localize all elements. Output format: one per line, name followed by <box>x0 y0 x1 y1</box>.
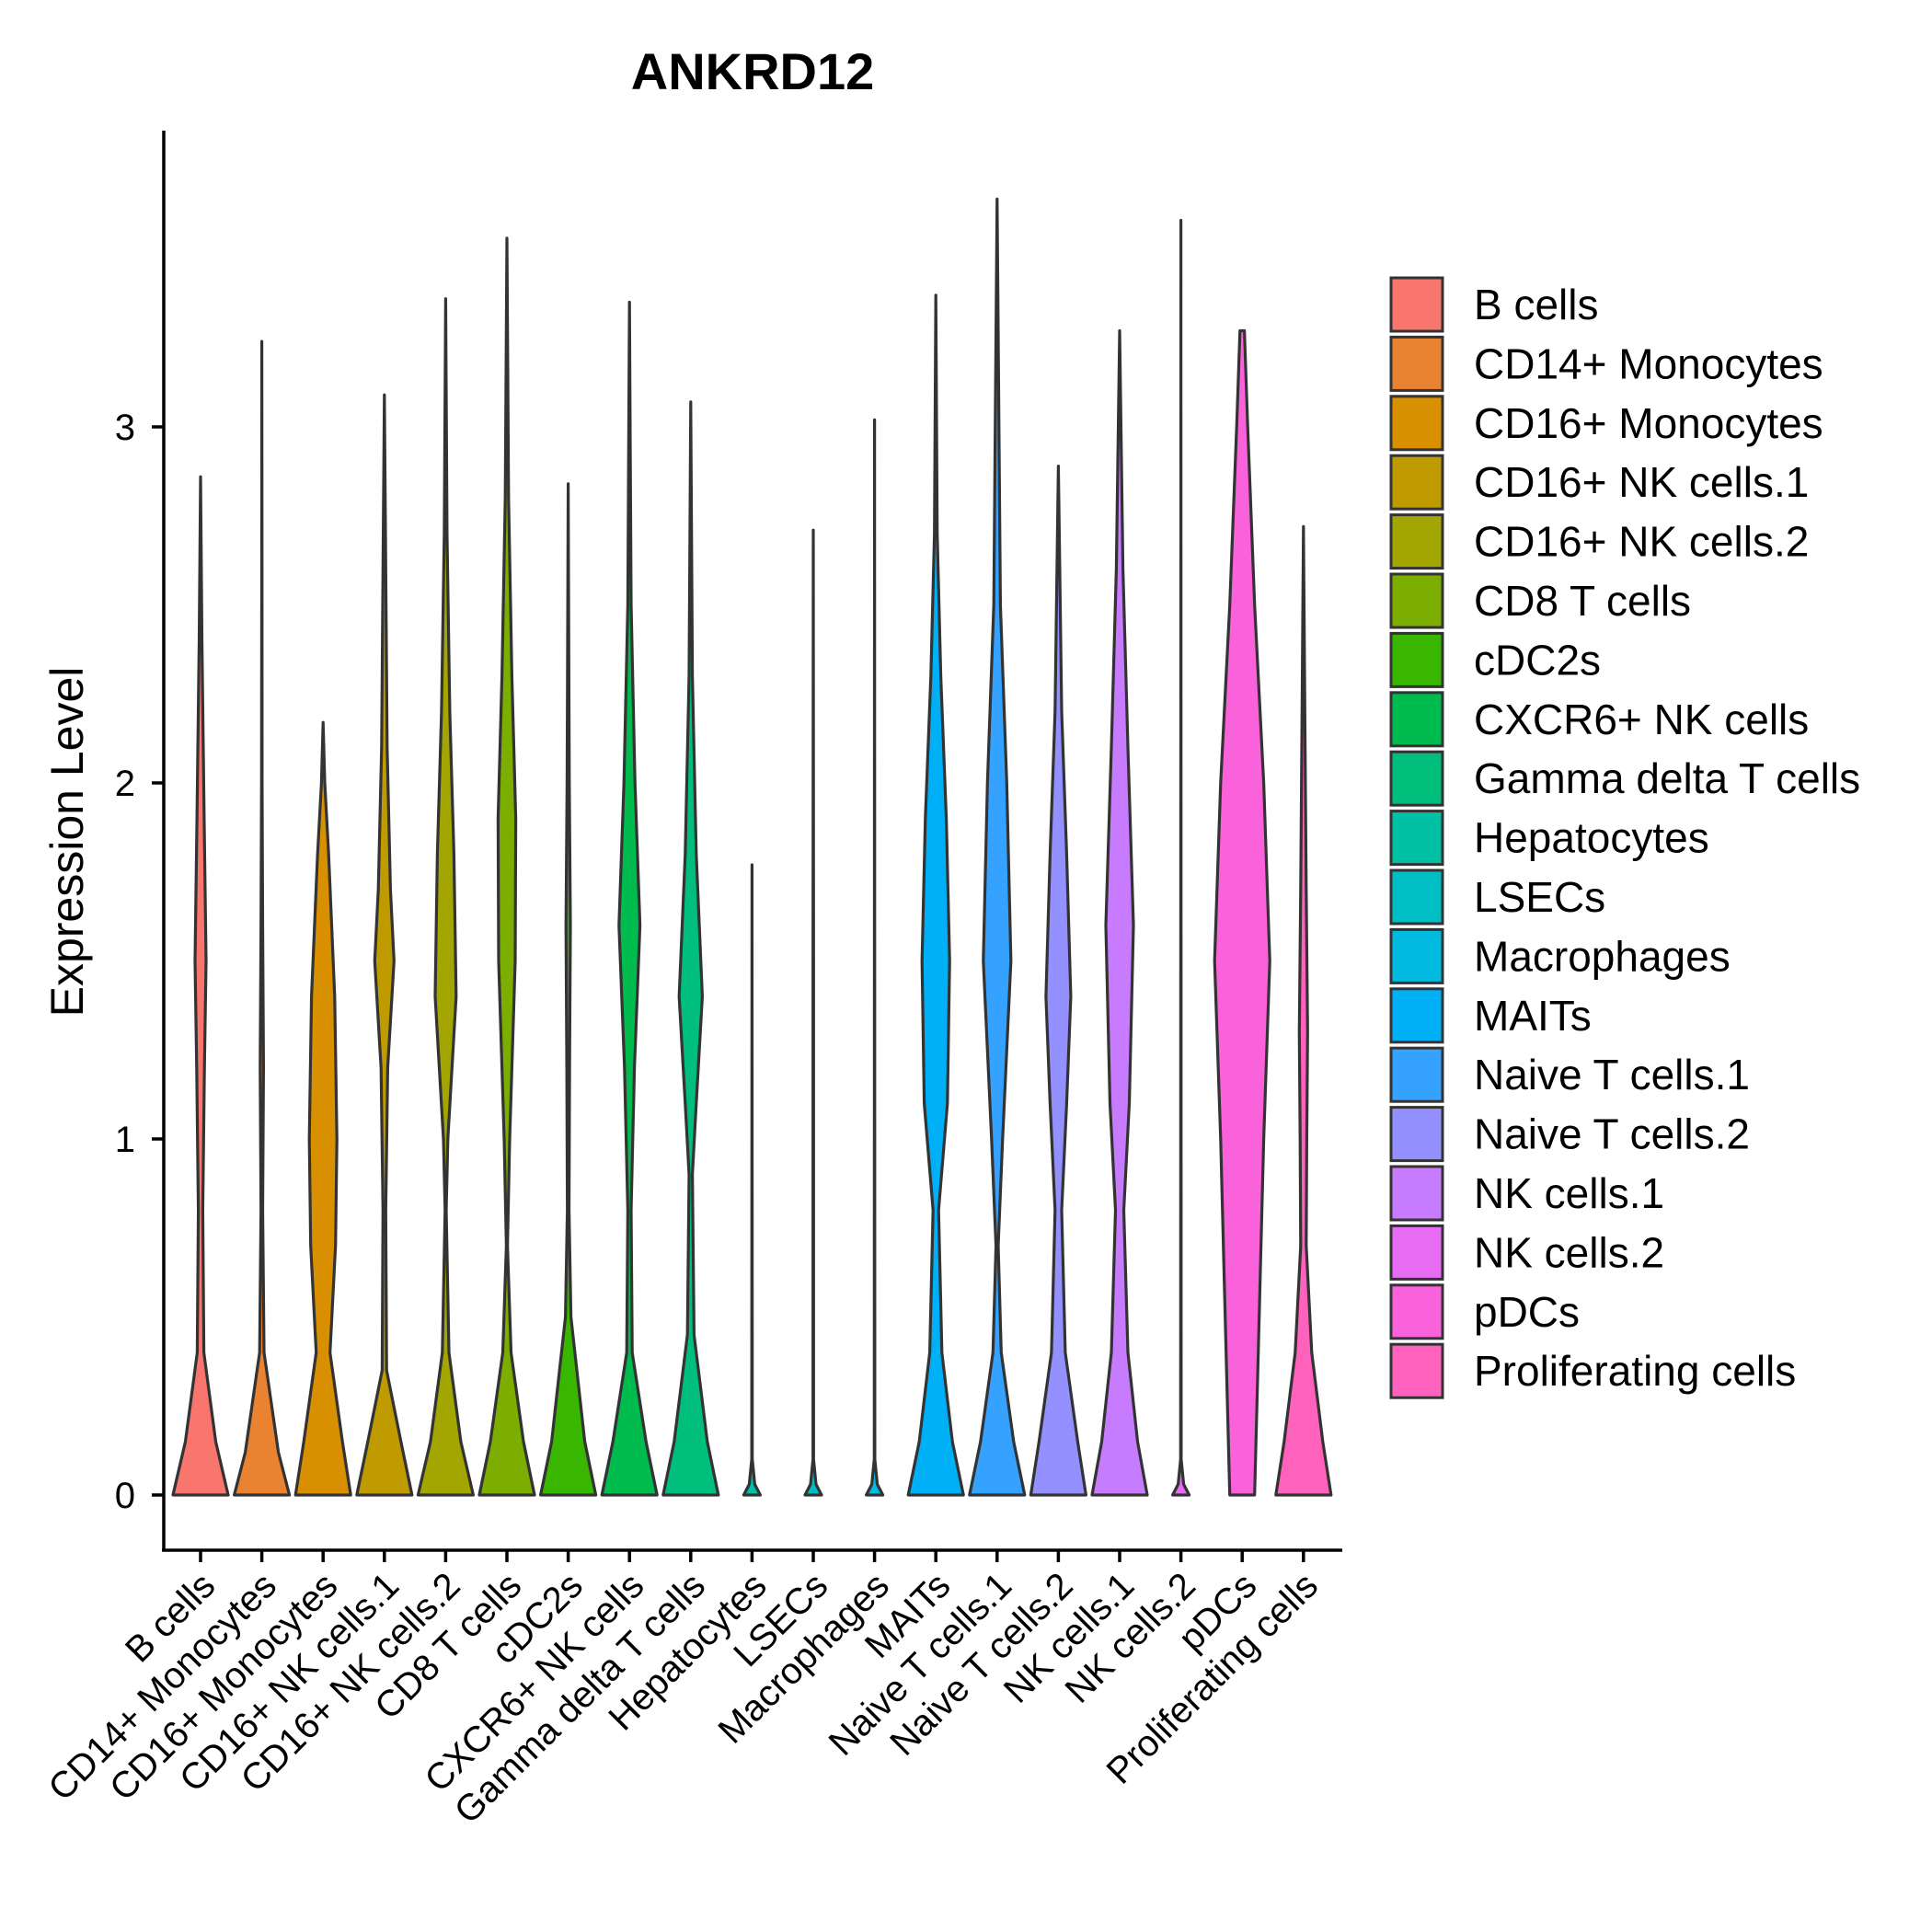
legend-key-nk-cells-1 <box>1389 1165 1444 1222</box>
violin-pdcs <box>1213 328 1271 1497</box>
legend-key-maits <box>1389 987 1444 1044</box>
legend-label: Proliferating cells <box>1474 1347 1796 1395</box>
violin-cd16plus-nk-cells-1 <box>355 393 414 1497</box>
legend-key-macrophages <box>1389 927 1444 984</box>
y-axis-title: Expression Level <box>41 667 93 1018</box>
legend-label: MAITs <box>1474 992 1592 1040</box>
y-tick-label: 3 <box>115 408 135 448</box>
legend-label: Naive T cells.1 <box>1474 1051 1750 1098</box>
legend-key-cxcr6plus-nk-cells <box>1389 691 1444 748</box>
violin-cd14plus-monocytes <box>233 339 292 1497</box>
legend-label: CD16+ Monocytes <box>1474 399 1823 447</box>
legend-label: CD16+ NK cells.2 <box>1474 518 1809 566</box>
legend-label: CXCR6+ NK cells <box>1474 696 1809 743</box>
violin-cd8-t-cells <box>477 236 536 1497</box>
legend-key-naive-t-cells-1 <box>1389 1046 1444 1103</box>
legend-label: Naive T cells.2 <box>1474 1110 1750 1158</box>
legend-key-proliferating-cells <box>1389 1342 1444 1399</box>
violin-naive-t-cells-2 <box>1029 465 1087 1497</box>
legend-key-cd14plus-monocytes <box>1389 335 1444 392</box>
violin-cd16plus-nk-cells-2 <box>416 297 475 1497</box>
violin-layer <box>171 197 1333 1497</box>
legend-label: Macrophages <box>1474 932 1731 980</box>
violin-cdc2s <box>539 482 598 1497</box>
legend-label: CD16+ NK cells.1 <box>1474 458 1809 506</box>
legend-key-cd8-t-cells <box>1389 572 1444 629</box>
legend-key-lsecs <box>1389 868 1444 926</box>
legend-key-cd16plus-nk-cells-1 <box>1389 454 1444 511</box>
legend: B cells CD14+ Monocytes CD16+ Monocytes CD1… <box>1389 276 1860 1399</box>
legend-key-hepatocytes <box>1389 810 1444 867</box>
violin-naive-t-cells-1 <box>968 197 1027 1497</box>
legend-key-b-cells <box>1389 276 1444 333</box>
violin-cxcr6plus-nk-cells <box>600 300 659 1497</box>
legend-label: NK cells.2 <box>1474 1228 1664 1276</box>
chart-title: ANKRD12 <box>631 42 875 100</box>
legend-key-nk-cells-2 <box>1389 1224 1444 1281</box>
y-axis-ticks: 0 1 2 3 <box>115 408 164 1516</box>
violin-macrophages <box>865 418 885 1497</box>
legend-label: NK cells.1 <box>1474 1169 1664 1217</box>
legend-label: cDC2s <box>1474 636 1601 684</box>
legend-label: Hepatocytes <box>1474 814 1709 862</box>
violin-nk-cells-1 <box>1090 328 1149 1497</box>
legend-key-gamma-delta-t-cells <box>1389 750 1444 807</box>
legend-key-cd16plus-nk-cells-2 <box>1389 513 1444 570</box>
legend-label: pDCs <box>1474 1288 1580 1336</box>
violin-maits <box>906 293 965 1497</box>
violin-proliferating-cells <box>1274 524 1333 1497</box>
y-tick-label: 1 <box>115 1120 135 1160</box>
violin-nk-cells-2 <box>1171 218 1191 1497</box>
legend-key-naive-t-cells-2 <box>1389 1106 1444 1163</box>
legend-label: LSECs <box>1474 873 1605 921</box>
legend-key-pdcs <box>1389 1283 1444 1340</box>
violin-lsecs <box>803 528 823 1497</box>
violin-b-cells <box>171 475 230 1497</box>
violin-gamma-delta-t-cells <box>661 400 720 1497</box>
legend-key-cdc2s <box>1389 631 1444 688</box>
legend-label: CD8 T cells <box>1474 577 1691 625</box>
legend-label: B cells <box>1474 281 1598 328</box>
y-tick-label: 0 <box>115 1476 135 1516</box>
violin-cd16plus-monocytes <box>293 720 352 1497</box>
legend-label: CD14+ Monocytes <box>1474 339 1823 387</box>
y-tick-label: 2 <box>115 764 135 804</box>
legend-key-cd16plus-monocytes <box>1389 395 1444 452</box>
violin-hepatocytes <box>742 863 762 1497</box>
legend-label: Gamma delta T cells <box>1474 754 1860 802</box>
